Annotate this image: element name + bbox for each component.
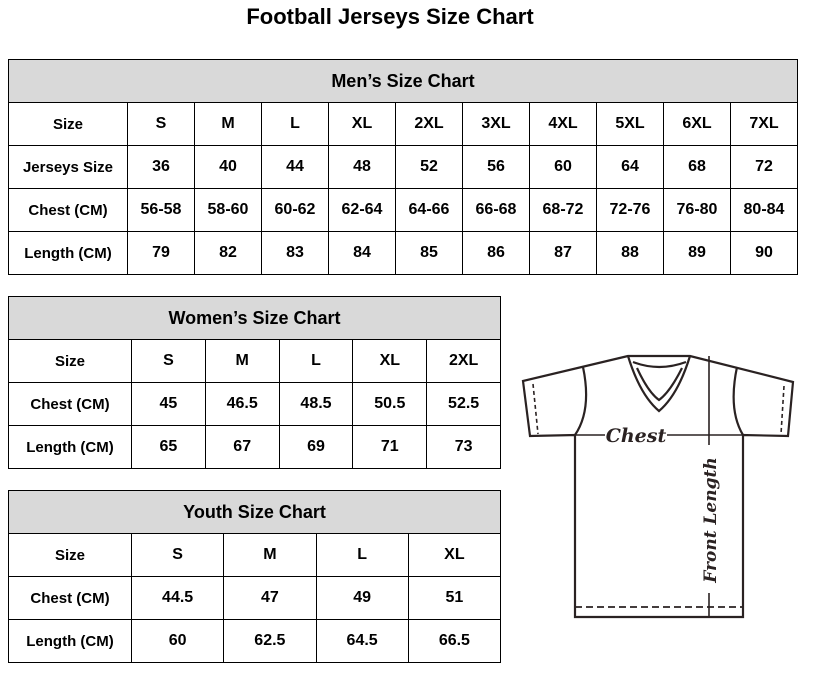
front-length-label: Front Length bbox=[701, 457, 721, 583]
men-table-row: Chest (CM) 56-58 58-60 60-62 62-64 64-66 66-68… bbox=[8, 188, 798, 232]
table-cell: 80-84 bbox=[730, 188, 798, 232]
row-label: Length (CM) bbox=[8, 231, 128, 275]
row-label: Length (CM) bbox=[8, 619, 132, 663]
table-cell: 51 bbox=[407, 576, 502, 620]
men-size-table: Men’s Size Chart Size S M L XL 2XL 3XL 4XL 5XL 6X… bbox=[8, 59, 798, 275]
table-cell: S bbox=[131, 339, 206, 383]
men-table-row: Length (CM) 79 82 83 84 85 86 87 88 89 90 bbox=[8, 231, 798, 275]
table-cell: 72 bbox=[730, 145, 798, 189]
table-cell: 64-66 bbox=[395, 188, 463, 232]
table-cell: 73 bbox=[426, 425, 502, 469]
table-cell: 82 bbox=[194, 231, 262, 275]
row-label: Chest (CM) bbox=[8, 382, 132, 426]
table-cell: XL bbox=[328, 102, 396, 146]
table-cell: 62.5 bbox=[223, 619, 317, 663]
women-size-table: Women’s Size Chart Size S M L XL 2XL Chest (CM… bbox=[7, 296, 502, 469]
table-cell: 48 bbox=[328, 145, 396, 189]
youth-size-table: Youth Size Chart Size S M L XL Chest (CM) 44.5… bbox=[7, 490, 502, 663]
table-cell: 46.5 bbox=[204, 382, 280, 426]
table-cell: 68 bbox=[663, 145, 731, 189]
table-cell: 40 bbox=[194, 145, 262, 189]
men-table-row: Size S M L XL 2XL 3XL 4XL 5XL 6XL 7XL bbox=[8, 102, 798, 146]
women-table-row: Length (CM) 65 67 69 71 73 bbox=[8, 425, 502, 469]
table-cell: 88 bbox=[596, 231, 664, 275]
row-label: Size bbox=[8, 533, 132, 577]
table-cell: 58-60 bbox=[194, 188, 262, 232]
table-cell: XL bbox=[407, 533, 502, 577]
table-cell: 48.5 bbox=[278, 382, 354, 426]
table-cell: 84 bbox=[328, 231, 396, 275]
row-label: Chest (CM) bbox=[8, 576, 132, 620]
table-cell: M bbox=[204, 339, 280, 383]
table-cell: 5XL bbox=[596, 102, 664, 146]
table-cell: 50.5 bbox=[352, 382, 428, 426]
table-cell: 66.5 bbox=[407, 619, 502, 663]
table-cell: 44 bbox=[261, 145, 329, 189]
table-cell: 60 bbox=[529, 145, 597, 189]
table-cell: 85 bbox=[395, 231, 463, 275]
table-cell: 90 bbox=[730, 231, 798, 275]
table-cell: 89 bbox=[663, 231, 731, 275]
jersey-outline bbox=[521, 354, 795, 619]
women-caption: Women’s Size Chart bbox=[7, 296, 502, 340]
table-cell: 52.5 bbox=[426, 382, 502, 426]
youth-caption: Youth Size Chart bbox=[7, 490, 502, 534]
table-cell: 65 bbox=[131, 425, 206, 469]
table-cell: 2XL bbox=[395, 102, 463, 146]
table-cell: S bbox=[127, 102, 195, 146]
women-table-row: Chest (CM) 45 46.5 48.5 50.5 52.5 bbox=[8, 382, 502, 426]
table-cell: 60-62 bbox=[261, 188, 329, 232]
table-cell: 64.5 bbox=[315, 619, 409, 663]
table-cell: 86 bbox=[462, 231, 530, 275]
row-label: Size bbox=[8, 339, 132, 383]
table-cell: S bbox=[130, 533, 225, 577]
table-cell: 79 bbox=[127, 231, 195, 275]
row-label: Length (CM) bbox=[8, 425, 132, 469]
table-cell: 69 bbox=[278, 425, 354, 469]
youth-table-row: Length (CM) 60 62.5 64.5 66.5 bbox=[8, 619, 502, 663]
table-cell: L bbox=[261, 102, 329, 146]
table-cell: 64 bbox=[596, 145, 664, 189]
table-cell: 52 bbox=[395, 145, 463, 189]
men-table-row: Jerseys Size 36 40 44 48 52 56 60 64 68 72 bbox=[8, 145, 798, 189]
youth-table-row: Size S M L XL bbox=[8, 533, 502, 577]
page-title: Football Jerseys Size Chart bbox=[246, 4, 534, 29]
row-label: Jerseys Size bbox=[8, 145, 128, 189]
table-cell: 36 bbox=[127, 145, 195, 189]
men-caption: Men’s Size Chart bbox=[8, 59, 798, 103]
chest-label: Chest bbox=[606, 425, 667, 447]
table-cell: 62-64 bbox=[328, 188, 396, 232]
table-cell: M bbox=[194, 102, 262, 146]
table-cell: M bbox=[223, 533, 317, 577]
table-cell: 71 bbox=[352, 425, 428, 469]
table-cell: 67 bbox=[204, 425, 280, 469]
